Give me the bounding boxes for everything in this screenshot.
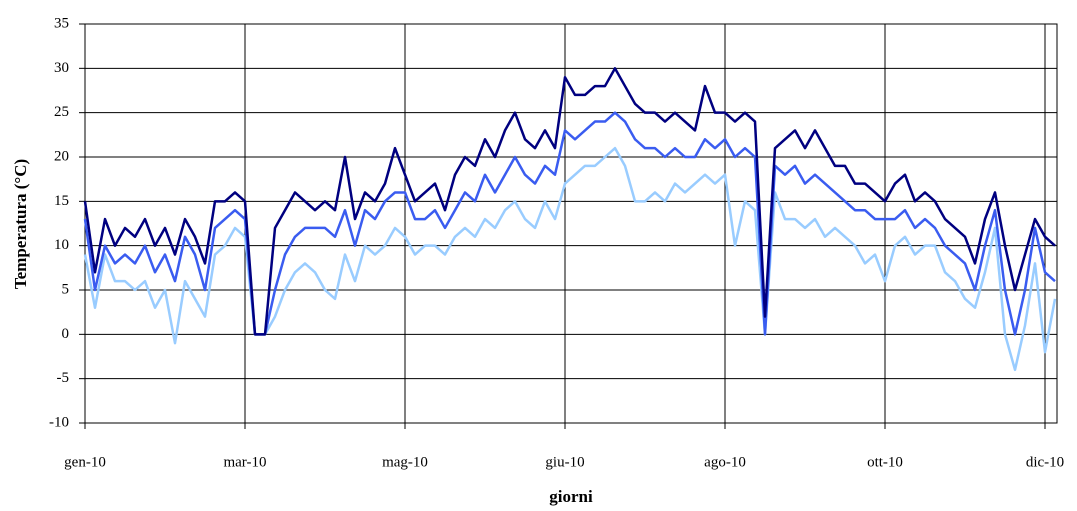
- y-tick-label: 10: [54, 237, 69, 253]
- series-line: [83, 111, 1056, 336]
- y-tick-label: -5: [57, 370, 70, 386]
- y-tick-label: 0: [62, 326, 70, 342]
- series-line: [83, 146, 1057, 372]
- y-tick-label: 5: [62, 281, 70, 297]
- y-tick-label: -10: [49, 414, 69, 430]
- x-tick-label: ago-10: [704, 454, 746, 470]
- x-tick-label: dic-10: [1026, 454, 1064, 470]
- y-tick-label: 20: [54, 148, 69, 164]
- x-tick-label: ott-10: [867, 454, 903, 470]
- x-tick-label: gen-10: [64, 454, 106, 470]
- y-tick-label: 35: [54, 15, 69, 31]
- x-tick-label: giu-10: [545, 454, 584, 470]
- x-axis-title: giorni: [549, 487, 593, 506]
- y-tick-label: 25: [54, 104, 69, 120]
- y-axis-title: Temperatura (°C): [11, 159, 30, 289]
- x-tick-label: mar-10: [223, 454, 266, 470]
- y-tick-label: 30: [54, 60, 69, 76]
- y-tick-label: 15: [54, 193, 69, 209]
- x-tick-label: mag-10: [382, 454, 428, 470]
- series-line: [83, 67, 1056, 336]
